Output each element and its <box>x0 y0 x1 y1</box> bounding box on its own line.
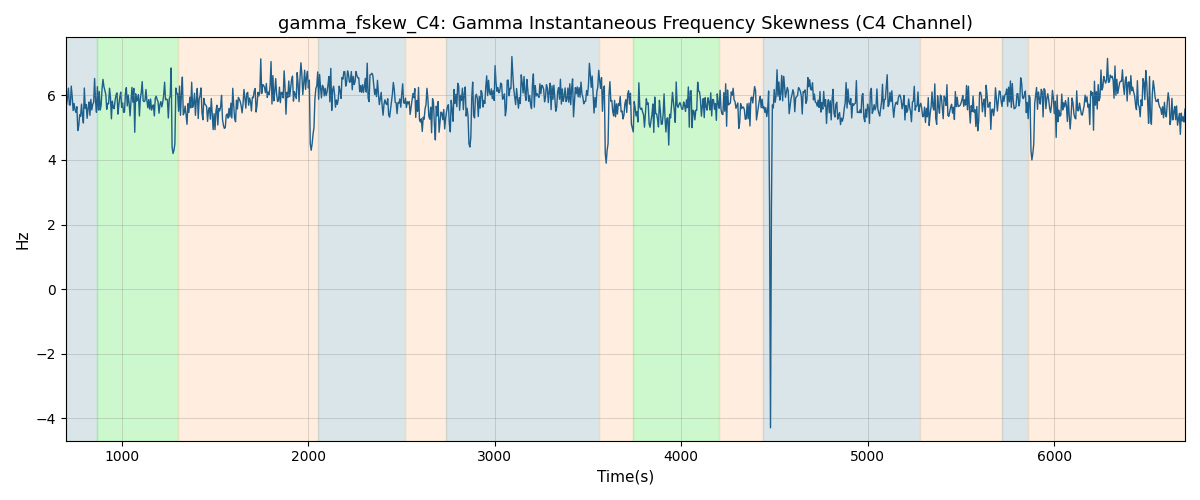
Bar <box>719 38 763 440</box>
Bar <box>632 38 719 440</box>
Bar <box>763 38 920 440</box>
Bar <box>599 38 632 440</box>
Bar <box>1028 38 1186 440</box>
X-axis label: Time(s): Time(s) <box>596 470 654 485</box>
Bar <box>406 38 446 440</box>
Bar <box>178 38 318 440</box>
Bar <box>446 38 599 440</box>
Title: gamma_fskew_C4: Gamma Instantaneous Frequency Skewness (C4 Channel): gamma_fskew_C4: Gamma Instantaneous Freq… <box>278 15 973 34</box>
Bar <box>1002 38 1028 440</box>
Y-axis label: Hz: Hz <box>16 230 30 249</box>
Bar <box>97 38 178 440</box>
Bar <box>318 38 406 440</box>
Bar <box>920 38 1002 440</box>
Bar <box>66 38 97 440</box>
